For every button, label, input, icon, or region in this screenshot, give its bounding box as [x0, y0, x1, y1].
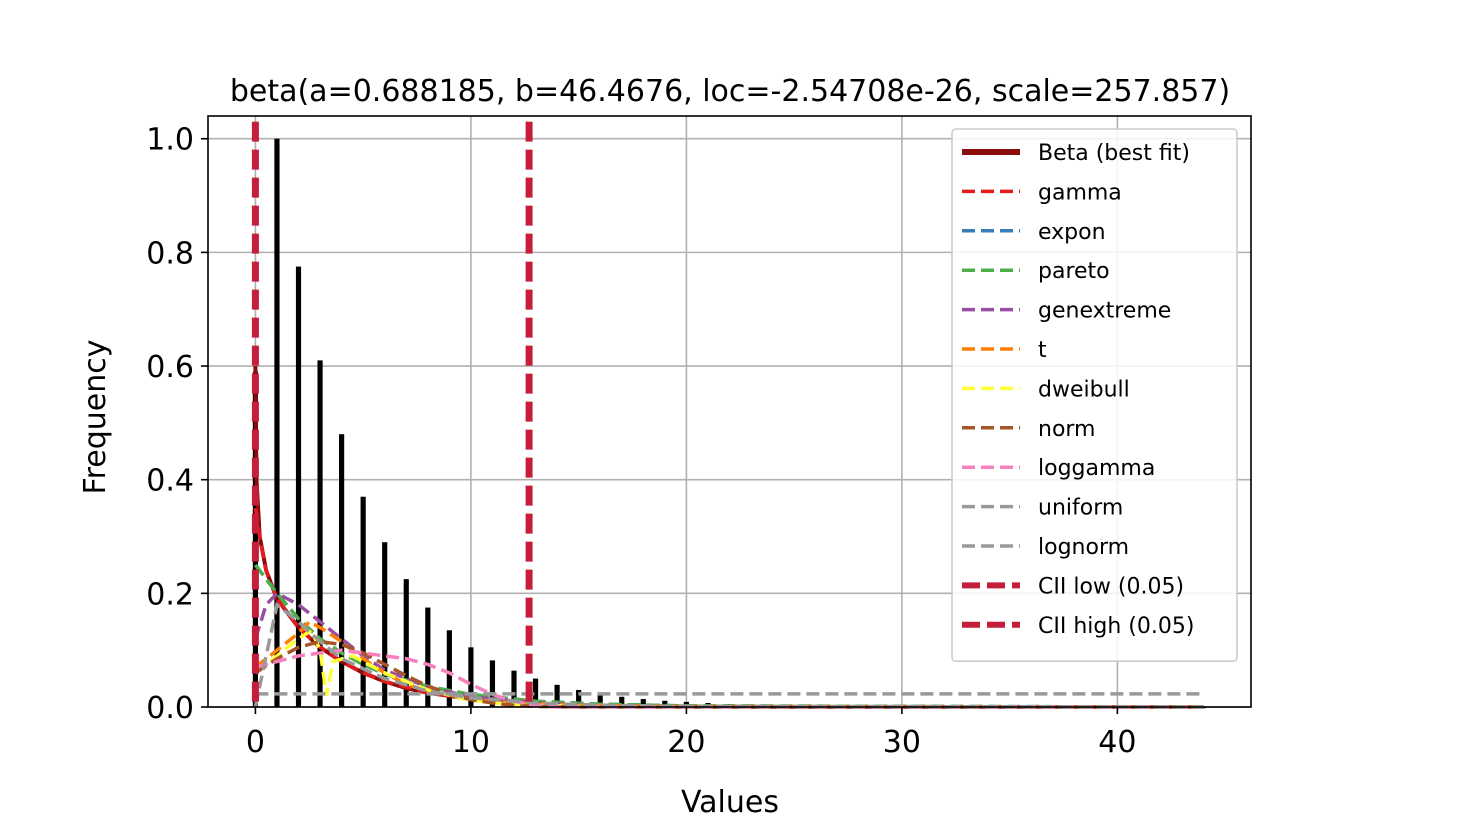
legend-label: t [1038, 338, 1047, 363]
x-tick-label: 30 [883, 725, 921, 760]
legend-label: CII low (0.05) [1038, 574, 1184, 599]
histogram-bar [403, 579, 409, 707]
y-tick-label: 0.2 [146, 577, 194, 612]
series-line [254, 639, 1204, 709]
x-axis-label: Values [681, 785, 779, 820]
legend-box [951, 128, 1238, 663]
histogram-bar [640, 699, 646, 707]
y-tick-label: 0.4 [146, 464, 194, 499]
histogram-bar [425, 607, 431, 707]
chart-title: beta(a=0.688185, b=46.4676, loc=-2.54708… [230, 74, 1230, 109]
histogram-bar [489, 660, 496, 707]
x-tick-label: 40 [1098, 725, 1136, 760]
histogram-bar [576, 689, 582, 707]
histogram-bar [339, 434, 345, 707]
histogram-bar [662, 700, 668, 707]
histogram-bar [360, 496, 366, 707]
y-tick-label: 0.6 [146, 350, 194, 385]
series-line [253, 591, 1204, 709]
series-line [254, 648, 1204, 709]
x-tick-label: 20 [667, 725, 705, 760]
legend-label: expon [1038, 220, 1106, 245]
legend-label: gamma [1038, 180, 1122, 205]
legend: Beta (best fit) gamma expon pareto genextrem… [951, 128, 1238, 663]
y-tick-label: 0.0 [146, 691, 194, 726]
y-axis-ticks: 0.0 0.2 0.4 0.6 0.8 1.0 [146, 123, 208, 726]
legend-label: dweibull [1038, 377, 1130, 402]
y-tick-label: 1.0 [146, 123, 194, 158]
fit-curves [253, 365, 1204, 709]
x-tick-label: 10 [452, 725, 490, 760]
series-line [253, 601, 1204, 709]
legend-label: pareto [1038, 259, 1110, 284]
histogram-bar [619, 696, 625, 707]
legend-label: genextreme [1038, 299, 1171, 324]
x-tick-label: 0 [246, 725, 265, 760]
histogram-bar [317, 360, 323, 707]
legend-label: uniform [1038, 496, 1123, 521]
histogram-bar [274, 138, 280, 707]
legend-label: loggamma [1038, 456, 1155, 481]
histogram-bar [468, 647, 474, 707]
plot-frame [207, 115, 1252, 708]
histogram-bar [382, 542, 388, 707]
histogram-bar [511, 670, 517, 707]
histogram-bar [446, 630, 452, 707]
legend-label: lognorm [1038, 535, 1129, 560]
y-tick-label: 0.8 [146, 236, 194, 271]
histogram-bar [532, 678, 539, 707]
histogram-bar [295, 266, 302, 707]
legend-label: Beta (best fit) [1038, 141, 1190, 166]
histogram-bar [597, 693, 603, 707]
confidence-lines [251, 121, 533, 707]
histogram-bar [554, 684, 560, 707]
x-axis-ticks: 0 10 20 30 40 [246, 707, 1136, 760]
legend-label: CII high (0.05) [1038, 614, 1194, 639]
histogram-bar [252, 371, 258, 707]
legend-label: norm [1038, 417, 1096, 442]
y-axis-label: Frequency [78, 340, 113, 495]
plot-area [207, 115, 1252, 709]
